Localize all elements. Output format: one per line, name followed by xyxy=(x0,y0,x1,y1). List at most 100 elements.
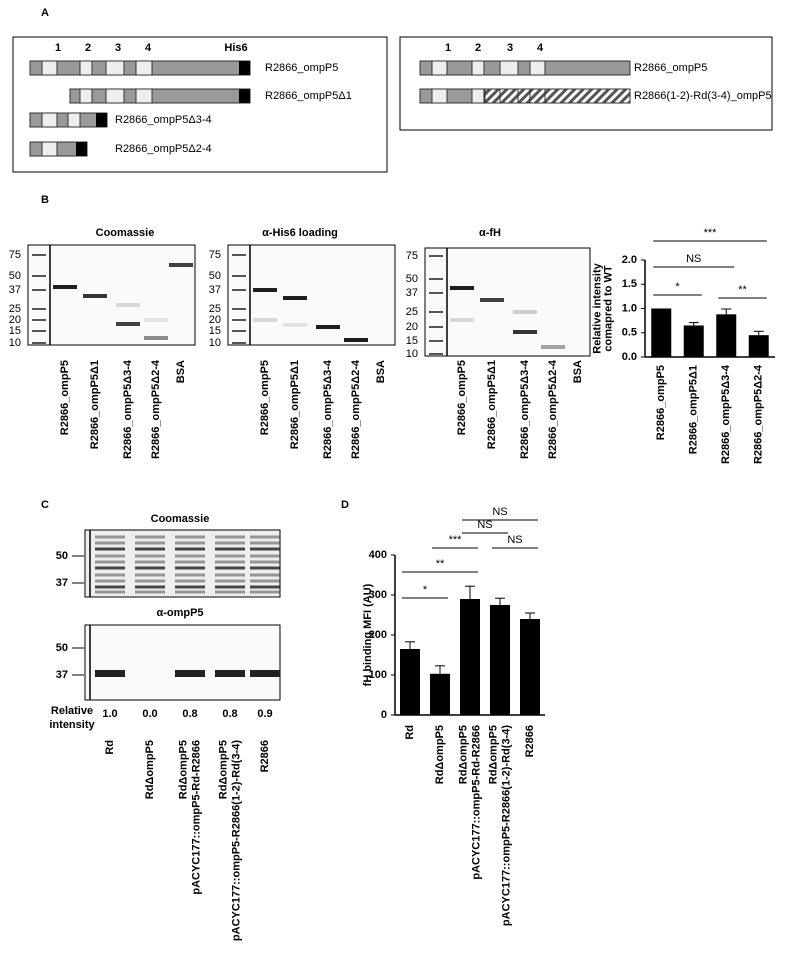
ladder-band xyxy=(232,330,246,332)
lane-label: Rd xyxy=(104,740,116,755)
bar xyxy=(683,325,704,357)
y-tick-label: 1.0 xyxy=(622,302,637,314)
lane-label: R2866_ompP5Δ3-4 xyxy=(322,359,334,459)
x-tick-label: RdΔompP5 xyxy=(487,725,499,784)
x-tick-label: R2866_ompP5 xyxy=(655,365,667,440)
domain-segment xyxy=(79,88,93,104)
protein-band xyxy=(283,296,307,300)
domain-segment xyxy=(529,60,546,76)
tag-label: His6 xyxy=(224,42,247,54)
protein-band xyxy=(135,547,165,551)
domain-segment xyxy=(67,112,81,128)
intensity-value: 0.8 xyxy=(182,708,197,720)
x-tick-label: R2866_ompP5Δ2-4 xyxy=(753,364,765,464)
protein-band xyxy=(116,303,140,307)
protein-band xyxy=(95,554,125,558)
protein-band xyxy=(250,560,280,564)
his-tag xyxy=(76,142,87,156)
protein-band xyxy=(513,310,537,314)
y-tick-label: 2.0 xyxy=(622,254,637,266)
ladder-band xyxy=(232,289,246,291)
domain-label: 3 xyxy=(507,42,513,54)
x-tick-label: pACYC177::ompP5-Rd-R2866 xyxy=(470,725,482,880)
ladder-band xyxy=(429,353,443,355)
marker-label: 75 xyxy=(406,250,418,262)
marker-label: 75 xyxy=(9,249,21,261)
protein-band xyxy=(95,560,125,564)
lane-label: R2866_ompP5Δ2-4 xyxy=(350,359,362,459)
ladder-band xyxy=(429,292,443,294)
panel-label: A xyxy=(41,7,49,19)
protein-band xyxy=(135,579,165,583)
marker-label: 37 xyxy=(56,577,68,589)
domain-label: 1 xyxy=(445,42,451,54)
domain-segment-hatched xyxy=(499,88,519,104)
lane-label: pACYC177::ompP5-Rd-R2866 xyxy=(190,740,202,895)
protein-band xyxy=(250,670,280,677)
ladder-band xyxy=(232,254,246,256)
marker-label: 10 xyxy=(209,337,221,349)
ladder-band xyxy=(429,326,443,328)
intensity-label: Relative xyxy=(51,705,93,717)
marker-label: 10 xyxy=(406,348,418,360)
marker-label: 25 xyxy=(209,303,221,315)
protein-band xyxy=(250,554,280,558)
bar xyxy=(748,335,769,357)
domain-segment xyxy=(431,88,448,104)
ladder-band xyxy=(429,340,443,342)
protein-band xyxy=(95,566,125,570)
protein-band xyxy=(95,547,125,551)
lane-label: R2866_ompP5Δ3-4 xyxy=(519,359,531,459)
significance-label: ** xyxy=(738,284,747,296)
ladder-band xyxy=(32,319,46,321)
significance-label: ** xyxy=(436,558,445,570)
domain-segment xyxy=(135,60,153,76)
lane-label: R2866_ompP5Δ1 xyxy=(289,360,301,449)
bar xyxy=(716,314,737,357)
significance-label: NS xyxy=(477,519,492,531)
protein-band xyxy=(116,322,140,326)
intensity-label: intensity xyxy=(49,719,95,731)
gel-title: α-fH xyxy=(479,227,501,239)
gel-image xyxy=(84,624,281,701)
marker-label: 37 xyxy=(9,284,21,296)
lane-label: R2866_ompP5 xyxy=(259,360,271,435)
marker-label: 15 xyxy=(406,335,418,347)
domain-segment xyxy=(105,60,125,76)
gel-title: α-His6 loading xyxy=(262,227,338,239)
marker-label: 50 xyxy=(406,273,418,285)
intensity-value: 1.0 xyxy=(102,708,117,720)
ladder-band xyxy=(429,311,443,313)
construct-name: R2866_ompP5Δ2-4 xyxy=(115,143,212,155)
significance-label: NS xyxy=(686,253,701,265)
ladder-band xyxy=(32,330,46,332)
domain-segment-hatched xyxy=(529,88,546,104)
protein-band xyxy=(250,547,280,551)
marker-label: 50 xyxy=(209,270,221,282)
x-tick-label: Rd xyxy=(404,725,416,740)
protein-band xyxy=(169,263,193,267)
y-axis-label: fH binding MFI (AU) xyxy=(362,583,374,686)
y-axis-label: comapred to WT xyxy=(602,265,614,351)
marker-label: 25 xyxy=(406,306,418,318)
protein-band xyxy=(215,554,245,558)
marker-label: 20 xyxy=(9,314,21,326)
y-tick-label: 400 xyxy=(369,549,387,561)
protein-band xyxy=(215,590,245,594)
domain-segment xyxy=(41,60,58,76)
lane-label: R2866_ompP5 xyxy=(456,360,468,435)
ladder-band xyxy=(32,275,46,277)
protein-band xyxy=(135,560,165,564)
lane-label: R2866 xyxy=(259,740,271,772)
domain-segment xyxy=(431,60,448,76)
y-axis-label: Relative intensity xyxy=(591,262,603,353)
protein-band xyxy=(253,318,277,322)
lane-label: RdΔompP5 xyxy=(217,740,229,799)
protein-band xyxy=(215,560,245,564)
bar xyxy=(520,619,540,715)
protein-band xyxy=(250,566,280,570)
marker-label: 20 xyxy=(209,314,221,326)
domain-segment xyxy=(471,88,485,104)
marker-label: 75 xyxy=(209,249,221,261)
y-tick-label: 0.0 xyxy=(622,351,637,363)
